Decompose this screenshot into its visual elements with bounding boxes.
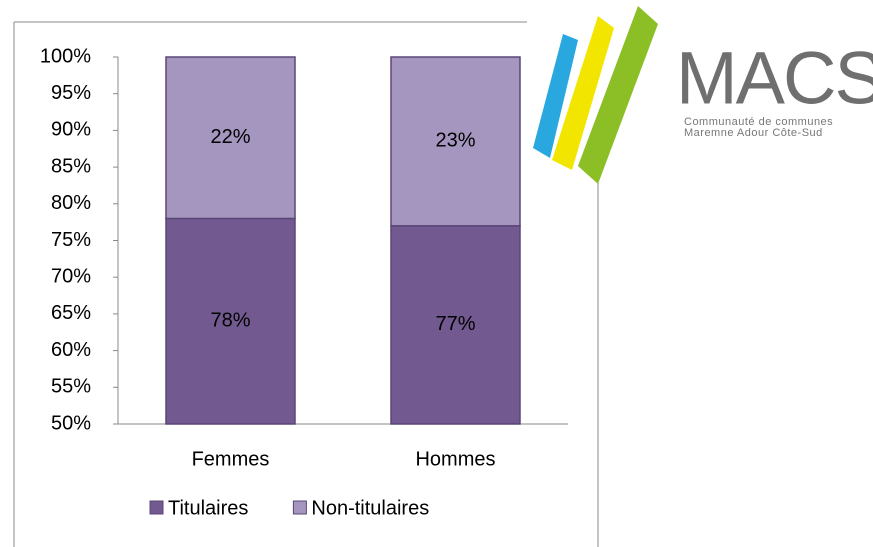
logo: MACS Communauté de communes Maremne Adou… [533,6,873,184]
legend-swatch [292,500,307,515]
y-tick-label: 90% [51,119,91,141]
logo-stripe [578,6,658,184]
y-tick-label: 70% [51,265,91,287]
y-tick-label: 75% [51,229,91,251]
legend-label: Titulaires [168,497,248,519]
x-tick-label: Hommes [415,448,495,470]
plot: 50% 55% 60% 65% 70% 75% 80% 85% 90% 95% 100% Femmes… [40,45,568,519]
bar-segment [165,217,296,425]
data-label: 77% [435,313,475,335]
bar-segment [165,56,296,220]
legend-swatch [149,500,164,515]
logo-stripe [533,34,578,158]
bar-segment [390,56,521,227]
y-tick-label: 85% [51,155,91,177]
logo-title: MACS [676,37,873,120]
y-tick-label: 80% [51,192,91,214]
bar-segment [390,225,521,425]
y-tick-label: 60% [51,339,91,361]
y-tick-label: 95% [51,82,91,104]
y-tick-label: 55% [51,376,91,398]
data-label: 23% [435,130,475,152]
logo-stripe [552,16,614,170]
y-tick-label: 65% [51,302,91,324]
y-tick-label: 100% [40,45,91,67]
data-label: 22% [210,126,250,148]
x-tick-label: Femmes [192,448,270,470]
legend-label: Non-titulaires [311,497,429,519]
data-label: 78% [210,310,250,332]
logo-subtitle: Maremne Adour Côte-Sud [684,127,823,139]
y-tick-label: 50% [51,412,91,434]
chart-frame [13,21,599,547]
logo-subtitle: Communauté de communes [684,116,833,128]
